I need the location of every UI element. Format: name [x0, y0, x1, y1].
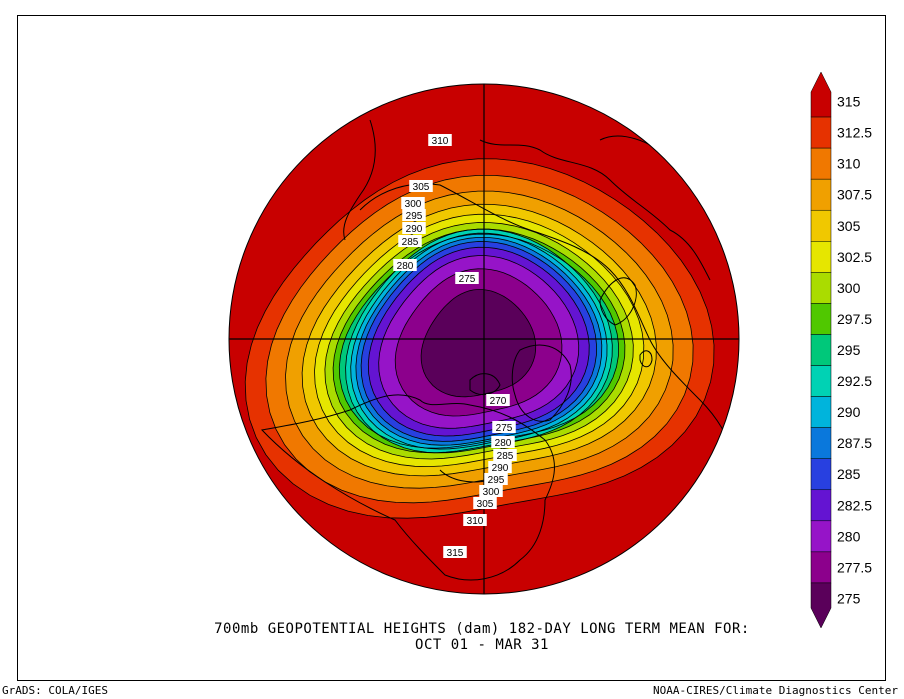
contour-label-box — [428, 134, 452, 146]
colorbar-label: 282.5 — [837, 497, 872, 513]
contour-label-box — [443, 546, 467, 558]
colorbar-swatch — [810, 458, 832, 491]
contour-line — [367, 246, 590, 437]
contour-line — [301, 203, 657, 477]
colorbar-label: 297.5 — [837, 311, 872, 327]
contour-label: 305 — [413, 182, 430, 193]
contour-label-box — [402, 209, 426, 221]
contour-label: 290 — [406, 224, 423, 235]
contour-label-box — [484, 473, 508, 485]
contour-label: 280 — [397, 261, 414, 272]
colorbar-label: 310 — [837, 156, 861, 172]
map-boundary — [228, 83, 740, 595]
colorbar-swatch — [810, 241, 832, 273]
colorbar-label: 285 — [837, 466, 861, 482]
contour-label-box — [493, 449, 517, 461]
contour-label-box — [455, 272, 479, 284]
contour-lines — [244, 158, 715, 519]
colorbar-swatch — [810, 489, 832, 522]
contour-label-box — [401, 197, 425, 209]
contour-label-box — [486, 394, 510, 406]
contour-label: 310 — [467, 516, 484, 527]
contour-label-box — [488, 461, 512, 473]
contour-line — [350, 232, 608, 450]
colorbar-swatch — [810, 582, 832, 629]
colorbar-swatch — [810, 551, 832, 584]
contour-label: 315 — [447, 548, 464, 559]
contour-line — [345, 228, 613, 454]
colorbar-swatch — [810, 334, 832, 366]
contour-line — [420, 289, 537, 398]
contour-label: 305 — [477, 499, 494, 510]
colorbar-label: 302.5 — [837, 249, 872, 265]
colorbar-label: 287.5 — [837, 435, 872, 451]
colorbar-label: 275 — [837, 590, 861, 606]
caption-title: 700mb GEOPOTENTIAL HEIGHTS (dam) 182-DAY… — [214, 621, 750, 637]
contour-line — [285, 190, 674, 489]
contour-label: 280 — [495, 438, 512, 449]
colorbar-swatch — [810, 272, 832, 304]
contour-line — [244, 158, 715, 519]
contour-line — [378, 255, 580, 429]
colorbar-swatch — [810, 209, 832, 242]
footer-grads-credit: GrADS: COLA/IGES — [2, 684, 108, 697]
contour-label: 295 — [488, 475, 505, 486]
colorbar-label: 307.5 — [837, 187, 872, 203]
colorbar-swatch — [810, 520, 832, 553]
contour-label: 275 — [496, 423, 513, 434]
colorbar-swatch — [810, 303, 832, 335]
colorbar-label: 312.5 — [837, 125, 872, 141]
footer-noaa-credit: NOAA-CIRES/Climate Diagnostics Center — [652, 684, 898, 697]
contour-label: 290 — [492, 463, 509, 474]
colorbar-label: 277.5 — [837, 559, 872, 575]
band-fill — [421, 289, 536, 397]
contour-label-box — [409, 180, 433, 192]
contour-labels: 3103053002952902852802752702752802852902… — [393, 134, 517, 559]
colorbar-label: 292.5 — [837, 373, 872, 389]
colorbar-swatch — [810, 116, 832, 149]
colorbar-label: 305 — [837, 218, 861, 234]
contour-label: 285 — [497, 451, 514, 462]
contour-label: 300 — [483, 487, 500, 498]
contour-label-box — [491, 436, 515, 448]
colorbar-swatch — [810, 147, 832, 180]
colorbar-swatch — [810, 71, 832, 118]
colorbar-label: 300 — [837, 280, 861, 296]
contour-line — [314, 213, 645, 468]
colorbar-swatch — [810, 427, 832, 459]
contour-label: 310 — [432, 136, 449, 147]
contour-line — [332, 228, 626, 454]
colorbar-swatch — [810, 178, 832, 211]
contour-label: 285 — [402, 237, 419, 248]
contour-label-box — [398, 235, 422, 247]
colorbar-swatch — [810, 396, 832, 428]
colorbar-label: 295 — [837, 342, 861, 358]
colorbar-label: 280 — [837, 528, 861, 544]
contour-label: 295 — [406, 211, 423, 222]
contour-label-box — [402, 222, 426, 234]
contour-line — [360, 241, 597, 442]
contour-line — [394, 268, 563, 417]
colorbar-swatch — [810, 365, 832, 397]
contour-label-box — [463, 514, 487, 526]
contour-label: 300 — [405, 199, 422, 210]
contour-line — [324, 222, 634, 460]
contour-label: 270 — [490, 396, 507, 407]
colorbar-label: 315 — [837, 94, 861, 110]
contour-line — [355, 237, 603, 446]
contour-label-box — [479, 485, 503, 497]
plot-frame — [17, 15, 886, 681]
contour-label-box — [492, 421, 516, 433]
contour-label: 275 — [459, 274, 476, 285]
colorbar-label: 290 — [837, 404, 861, 420]
contour-label-box — [393, 259, 417, 271]
caption-period: OCT 01 - MAR 31 — [415, 637, 549, 653]
contour-line — [265, 175, 694, 504]
contour-label-box — [473, 497, 497, 509]
